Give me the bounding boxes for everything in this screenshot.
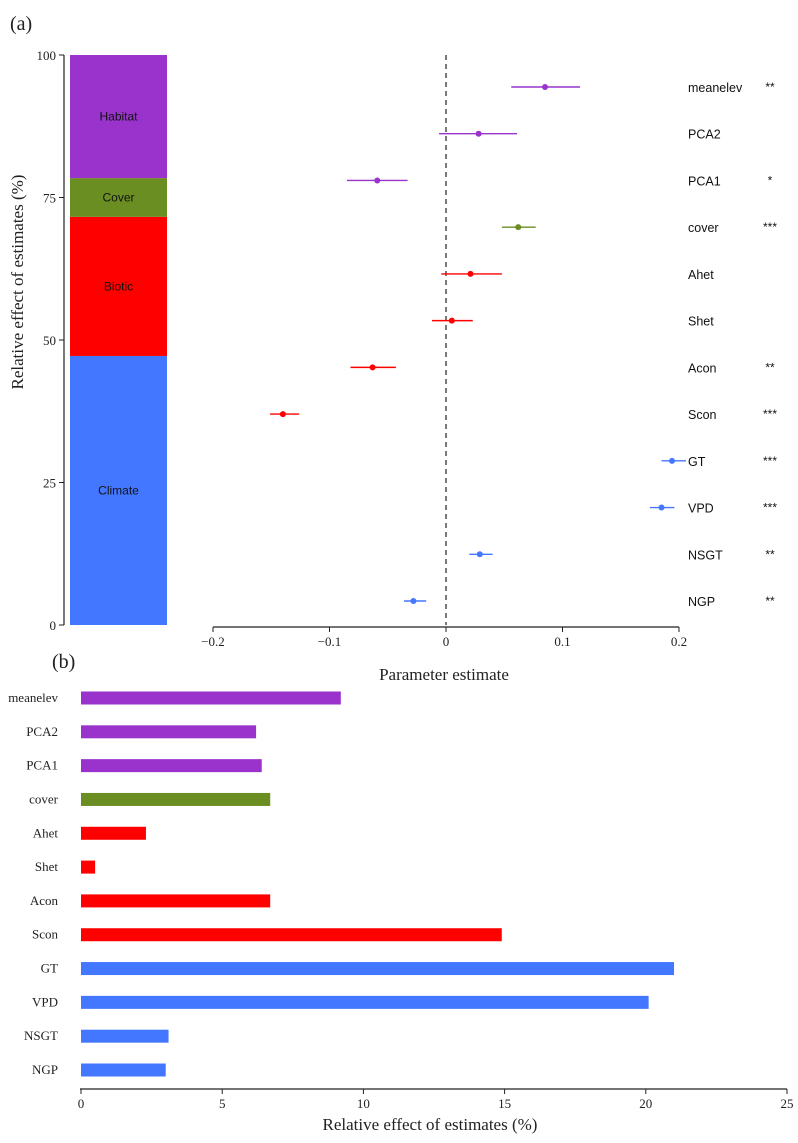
panel-a-label: (a)	[10, 13, 32, 35]
y-tick-label: 50	[43, 333, 56, 348]
variable-label-VPD: VPD	[688, 502, 714, 516]
variable-label-Shet: Shet	[688, 315, 714, 329]
bar-NGP	[81, 1063, 166, 1077]
point-estimate-NGP	[410, 598, 417, 604]
point-estimate-PCA1	[374, 177, 381, 184]
variable-label-meanelev: meanelev	[688, 81, 743, 95]
variable-label-PCA1: PCA1	[688, 174, 721, 188]
significance-VPD: ***	[763, 501, 777, 515]
significance-GT: ***	[763, 454, 777, 468]
category-label-GT: GT	[41, 961, 58, 976]
x-tick-label: 10	[357, 1096, 370, 1111]
category-label-PCA2: PCA2	[26, 724, 58, 739]
y-tick-label: 100	[37, 48, 57, 63]
significance-meanelev: **	[765, 80, 775, 94]
point-estimate-PCA2	[475, 130, 482, 137]
x-tick-label: 0	[78, 1096, 85, 1111]
point-estimate-NSGT	[476, 551, 483, 558]
category-label-cover: cover	[29, 791, 59, 806]
bar-cover	[81, 792, 271, 806]
significance-cover: ***	[763, 220, 777, 234]
bar-GT	[81, 962, 675, 976]
stack-segment-biotic	[70, 216, 167, 356]
stack-label-biotic: Biotic	[104, 279, 133, 293]
variable-label-PCA2: PCA2	[688, 128, 721, 142]
point-estimate-Scon	[279, 411, 286, 418]
x-tick-label: 20	[639, 1096, 652, 1111]
significance-PCA1: *	[768, 173, 773, 187]
stack-segment-climate	[70, 355, 167, 625]
panel-b-xlabel: Relative effect of estimates (%)	[323, 1115, 538, 1134]
panel-a-xlabel: Parameter estimate	[379, 665, 509, 684]
variable-label-Acon: Acon	[688, 361, 717, 375]
significance-NGP: **	[765, 594, 775, 608]
x-tick-label: 0	[443, 634, 450, 649]
stack-label-habitat: Habitat	[99, 110, 138, 124]
variable-label-Ahet: Ahet	[688, 268, 714, 282]
stack-segment-cover	[70, 178, 167, 217]
x-tick-label: −0.2	[201, 634, 225, 649]
point-estimate-Shet	[448, 317, 455, 324]
stack-segment-habitat	[70, 55, 167, 179]
point-estimate-meanelev	[542, 84, 549, 90]
bar-meanelev	[81, 691, 341, 705]
x-tick-label: 0.1	[554, 634, 570, 649]
y-tick-label: 0	[50, 618, 57, 633]
panel-b-label: (b)	[52, 651, 75, 673]
bar-PCA1	[81, 759, 262, 773]
x-tick-label: 0.2	[671, 634, 687, 649]
variable-label-cover: cover	[688, 221, 719, 235]
category-label-NSGT: NSGT	[24, 1028, 58, 1043]
panel-a-ylabel: Relative effect of estimates (%)	[8, 175, 27, 390]
category-label-meanelev: meanelev	[8, 690, 58, 705]
category-label-PCA1: PCA1	[26, 758, 58, 773]
category-label-Acon: Acon	[30, 893, 59, 908]
variable-label-NSGT: NSGT	[688, 548, 723, 562]
bar-NSGT	[81, 1029, 169, 1043]
point-estimate-Acon	[369, 364, 376, 371]
bar-VPD	[81, 995, 649, 1009]
bar-Acon	[81, 894, 271, 908]
x-tick-label: 15	[498, 1096, 511, 1111]
significance-Acon: **	[765, 360, 775, 374]
panel-b: 0 5 10 15 20 25 meanelev PCA2 PCA1 cover Ahet Shet A…	[8, 690, 793, 1111]
bar-Scon	[81, 928, 502, 942]
x-tick-label: −0.1	[318, 634, 342, 649]
variable-label-NGP: NGP	[688, 595, 715, 609]
stack-label-cover: Cover	[102, 191, 134, 205]
variable-label-Scon: Scon	[688, 408, 717, 422]
point-estimate-VPD	[658, 504, 665, 511]
x-tick-label: 25	[781, 1096, 794, 1111]
bar-PCA2	[81, 725, 257, 739]
category-label-Shet: Shet	[35, 859, 59, 874]
y-tick-label: 25	[43, 476, 56, 491]
category-label-NGP: NGP	[32, 1062, 58, 1077]
point-estimate-Ahet	[467, 270, 474, 277]
category-label-Scon: Scon	[32, 927, 59, 942]
category-label-Ahet: Ahet	[33, 825, 59, 840]
bar-Ahet	[81, 826, 146, 840]
x-tick-label: 5	[219, 1096, 226, 1111]
category-label-VPD: VPD	[32, 994, 58, 1009]
significance-NSGT: **	[765, 547, 775, 561]
variable-label-GT: GT	[688, 455, 706, 469]
significance-Scon: ***	[763, 407, 777, 421]
y-tick-label: 75	[43, 191, 56, 206]
stack-label-climate: Climate	[98, 483, 139, 497]
point-estimate-cover	[515, 224, 522, 231]
panel-a: 0 25 50 75 100 Climate Biotic Cover Habitat −0.2 −…	[37, 48, 778, 649]
point-estimate-GT	[669, 457, 676, 464]
bar-Shet	[81, 860, 96, 874]
